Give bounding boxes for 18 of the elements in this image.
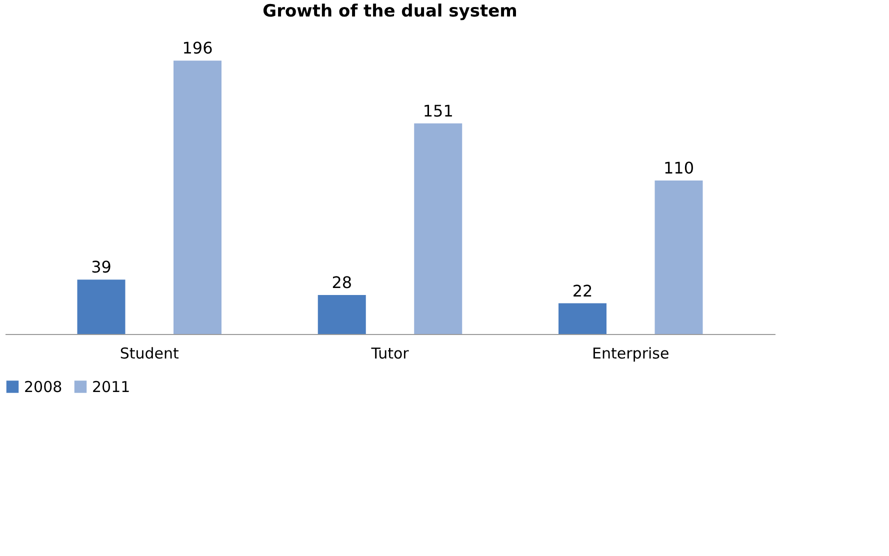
x-tick-label: Enterprise bbox=[592, 344, 670, 362]
bar bbox=[174, 60, 222, 334]
data-label: 39 bbox=[91, 258, 112, 277]
data-label: 28 bbox=[332, 272, 352, 292]
bar bbox=[414, 123, 462, 334]
x-tick-label: Tutor bbox=[370, 344, 410, 362]
data-label: 196 bbox=[182, 38, 213, 58]
data-label: 22 bbox=[572, 281, 593, 300]
chart-title: Growth of the dual system bbox=[262, 2, 518, 22]
legend-label: 2011 bbox=[92, 378, 130, 396]
x-tick-label: Student bbox=[120, 344, 180, 362]
bar bbox=[318, 294, 366, 334]
bar bbox=[77, 280, 126, 334]
legend-label: 2008 bbox=[24, 378, 62, 396]
bar bbox=[654, 180, 703, 334]
bar bbox=[558, 303, 606, 334]
data-label: 110 bbox=[663, 158, 694, 178]
data-label: 151 bbox=[422, 101, 454, 120]
